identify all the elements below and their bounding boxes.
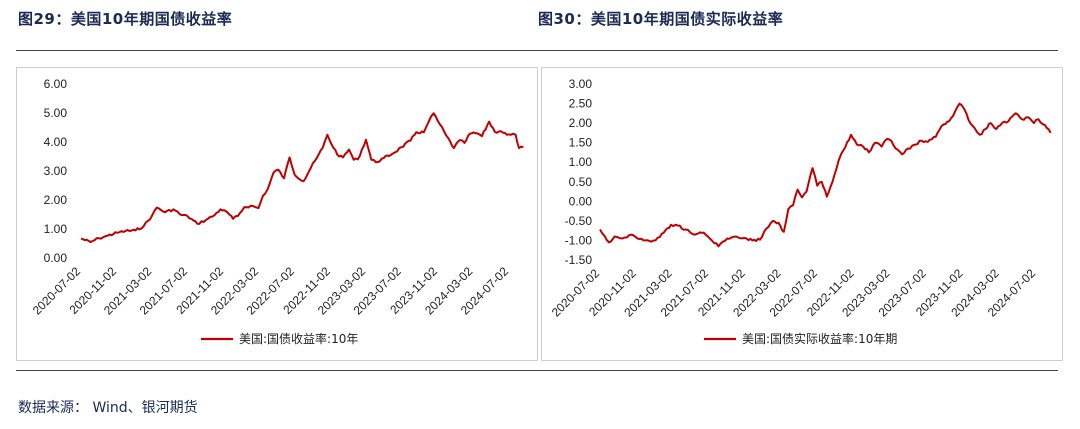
series-line <box>599 102 1052 248</box>
chart-panel-nominal-yield: 6.00 5.00 4.00 3.00 2.00 1.00 0.00 2020-07-02 20… <box>16 67 538 361</box>
chart-panel-real-yield: 3.00 2.50 2.00 1.50 1.00 0.50 0.00 -0.50 -1.00 -1… <box>541 67 1063 361</box>
real-yield-chart: 3.00 2.50 2.00 1.50 1.00 0.50 0.00 -0.50 -1.00 -1… <box>549 77 1052 346</box>
y-tick-label: 3.00 <box>44 164 68 178</box>
source-note: 数据来源： Wind、银河期货 <box>18 400 198 416</box>
left-figure-title: 图29：美国10年期国债收益率 <box>18 10 233 28</box>
y-tick-label: 1.50 <box>569 136 593 150</box>
y-tick-label: 0.00 <box>44 251 68 265</box>
y-tick-label: 2.50 <box>569 97 593 111</box>
y-tick-label: -1.50 <box>565 253 593 267</box>
y-tick-label: 5.00 <box>44 106 68 120</box>
top-divider <box>16 50 1058 51</box>
series-line <box>80 112 524 244</box>
y-tick-label: -0.50 <box>565 214 593 228</box>
y-tick-label: -1.00 <box>565 233 593 247</box>
right-figure-title: 图30：美国10年期国债实际收益率 <box>538 10 784 28</box>
y-tick-label: 3.00 <box>569 77 593 91</box>
y-tick-label: 4.00 <box>44 135 68 149</box>
y-tick-label: 6.00 <box>44 77 68 91</box>
legend-label: 美国:国债实际收益率:10年期 <box>742 331 897 346</box>
y-tick-label: 1.00 <box>44 222 68 236</box>
y-tick-label: 1.00 <box>569 155 593 169</box>
legend-label: 美国:国债收益率:10年 <box>239 331 358 346</box>
nominal-yield-chart: 6.005.004.003.002.001.000.002020-07-0220… <box>30 77 524 346</box>
y-tick-label: 0.00 <box>569 194 593 208</box>
bottom-divider <box>16 370 1058 371</box>
y-tick-label: 2.00 <box>44 193 68 207</box>
y-tick-label: 0.50 <box>569 175 593 189</box>
y-tick-label: 2.00 <box>569 116 593 130</box>
